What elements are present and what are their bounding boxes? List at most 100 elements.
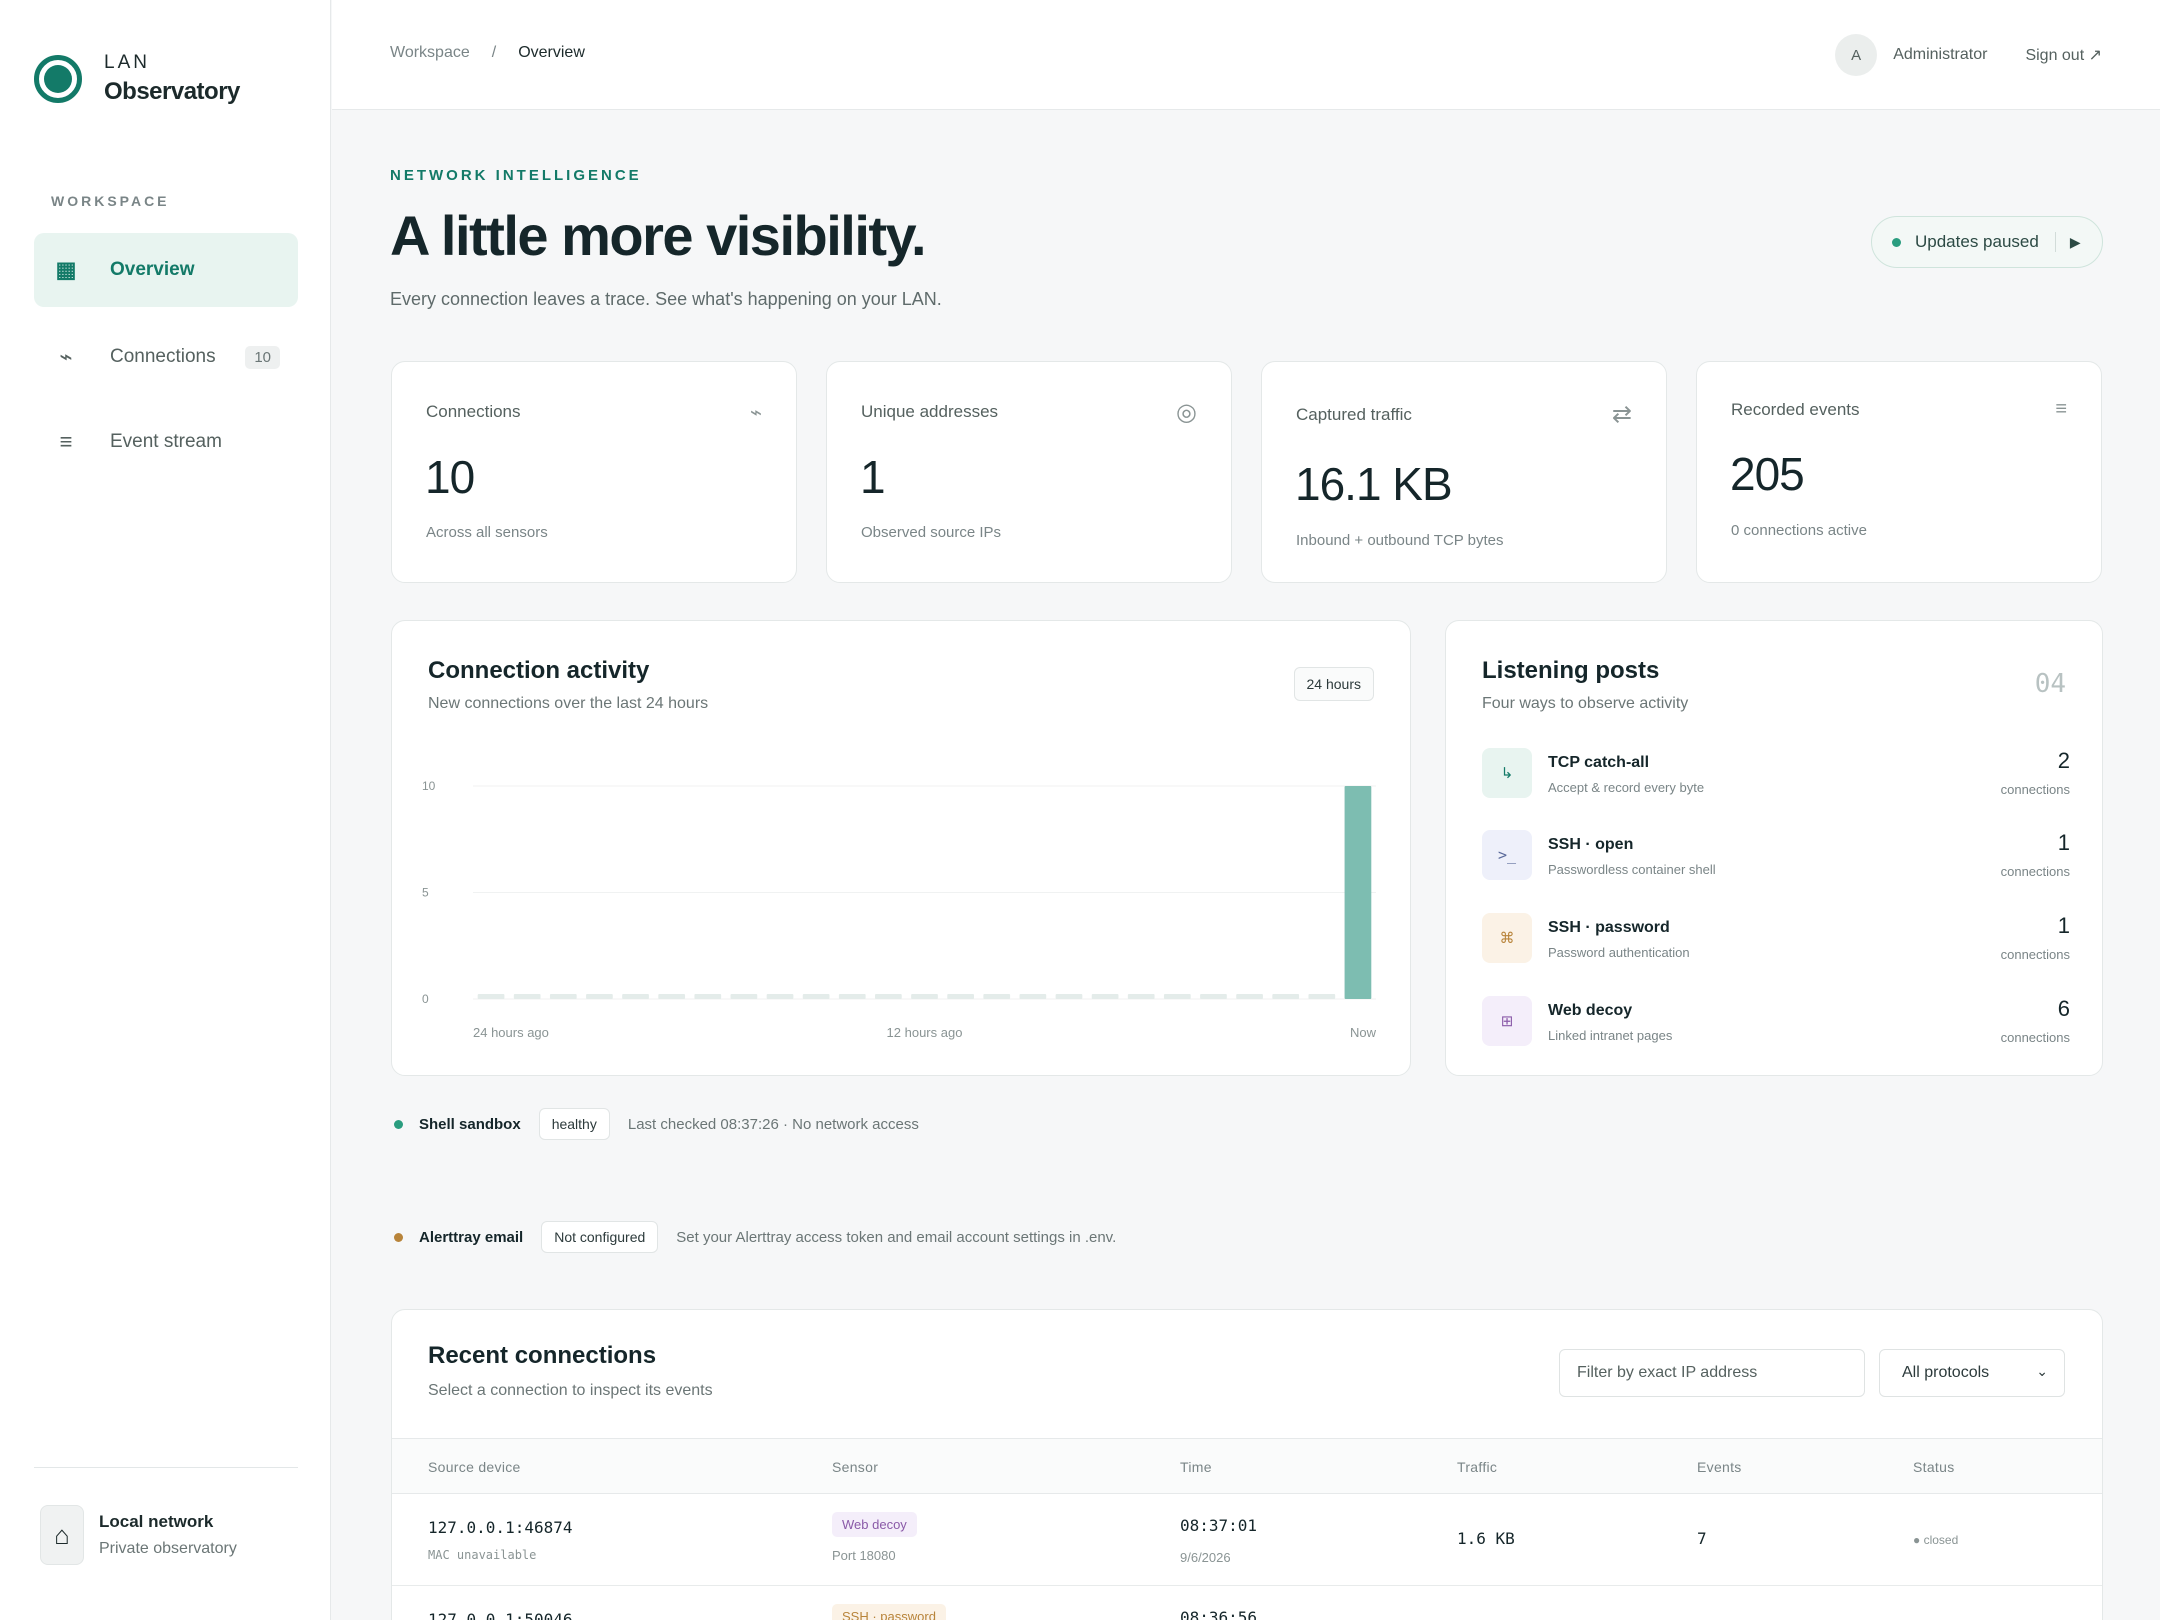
column-header-traffic[interactable]: Traffic: [1457, 1459, 1498, 1475]
avatar[interactable]: A: [1835, 34, 1878, 76]
stat-value: 10: [425, 451, 475, 503]
brand-top-text: LAN: [104, 52, 150, 73]
home-icon: ⌂: [40, 1505, 84, 1565]
column-header-source[interactable]: Source device: [428, 1459, 521, 1475]
sensor-tag: SSH · password: [832, 1604, 946, 1620]
y-tick-label: 5: [422, 886, 429, 900]
grid-square-icon: ⊞: [1482, 996, 1532, 1046]
listening-posts-panel: Listening posts Four ways to observe act…: [1445, 620, 2103, 1076]
stat-label: Connections: [426, 402, 521, 421]
table-row[interactable]: 127.0.0.1:50046 SSH · password 08:36:56: [392, 1586, 2102, 1620]
column-header-sensor[interactable]: Sensor: [832, 1459, 879, 1475]
brand[interactable]: LAN Observatory: [34, 52, 240, 106]
x-tick-label: Now: [1350, 1025, 1377, 1040]
breadcrumb-separator: /: [491, 44, 497, 61]
column-header-events[interactable]: Events: [1697, 1459, 1742, 1475]
sidebar-item-event-stream[interactable]: ≡ Event stream: [34, 405, 298, 479]
bar: [1308, 994, 1336, 999]
status-name: Alerttray email: [419, 1228, 524, 1246]
bar: [730, 994, 758, 999]
shell-sandbox-status: Shell sandbox healthy Last checked 08:37…: [394, 1108, 919, 1140]
transfer-arrows-icon: ⇄: [1611, 401, 1632, 428]
sidebar: LAN Observatory WORKSPACE ▦ Overview ⌁ C…: [0, 0, 331, 1620]
post-ssh-open[interactable]: >_ SSH · open Passwordless container she…: [1482, 830, 2070, 882]
stat-label: Captured traffic: [1296, 405, 1412, 424]
sensor-port: Port 18080: [832, 1548, 896, 1563]
panel-subtitle: Four ways to observe activity: [1482, 695, 1689, 712]
sensor-tag: Web decoy: [832, 1512, 917, 1537]
column-header-status[interactable]: Status: [1913, 1459, 1955, 1475]
bar: [1272, 994, 1300, 999]
play-icon[interactable]: ▶: [2069, 233, 2081, 250]
connection-time: 08:37:01: [1180, 1516, 1258, 1535]
bar: [1091, 994, 1119, 999]
sidebar-item-connections[interactable]: ⌁ Connections 10: [34, 320, 298, 394]
bar: [766, 994, 794, 999]
bar: [622, 994, 649, 999]
source-address: 127.0.0.1:46874: [428, 1518, 573, 1537]
sidebar-divider: [34, 1467, 298, 1468]
bar: [1019, 994, 1047, 999]
post-name: Web decoy: [1548, 1002, 1633, 1019]
column-header-time[interactable]: Time: [1180, 1459, 1212, 1475]
bar: [911, 994, 938, 999]
updates-status-label: Updates paused: [1915, 232, 2039, 251]
post-name: TCP catch-all: [1548, 754, 1650, 771]
post-count-unit: connections: [2000, 782, 2070, 797]
bar: [802, 994, 830, 999]
status-message: Set your Alerttray access token and emai…: [676, 1228, 1117, 1246]
user-name: Administrator: [1893, 46, 1988, 63]
stat-value: 1: [860, 451, 886, 503]
terminal-icon: >_: [1482, 830, 1532, 880]
zigzag-icon: ⌁: [59, 344, 73, 369]
bar: [586, 994, 613, 999]
post-tcp-catch-all[interactable]: ↳ TCP catch-all Accept & record every by…: [1482, 748, 2070, 800]
bar: [947, 994, 974, 999]
bar: [1163, 994, 1191, 999]
post-count: 1: [2057, 913, 2070, 938]
post-description: Passwordless container shell: [1548, 862, 1716, 877]
post-count-unit: connections: [2000, 947, 2070, 962]
sidebar-item-overview[interactable]: ▦ Overview: [34, 233, 298, 307]
list-icon: ≡: [59, 429, 73, 454]
x-tick-label: 24 hours ago: [473, 1025, 549, 1040]
network-title: Local network: [99, 1512, 214, 1531]
panel-title: Connection activity: [428, 657, 650, 684]
post-count-unit: connections: [2000, 864, 2070, 879]
breadcrumb-workspace[interactable]: Workspace: [390, 44, 470, 61]
time-range-chip[interactable]: 24 hours: [1293, 667, 1374, 701]
sign-out-link[interactable]: Sign out ↗: [2025, 47, 2102, 64]
table-row[interactable]: 127.0.0.1:46874 MAC unavailable Web deco…: [392, 1494, 2102, 1586]
connection-time: 08:36:56: [1180, 1608, 1258, 1620]
grid-icon: ▦: [55, 257, 77, 282]
post-count: 1: [2057, 830, 2070, 855]
post-ssh-password[interactable]: ⌘ SSH · password Password authentication…: [1482, 913, 2070, 965]
status-badge: Not configured: [541, 1221, 659, 1253]
stat-value: 16.1 KB: [1295, 458, 1453, 510]
brand-logo-icon: [34, 55, 82, 103]
status-dot: [394, 1119, 403, 1129]
sidebar-item-label: Event stream: [110, 431, 222, 452]
table-header: Source device Sensor Time Traffic Events…: [392, 1438, 2102, 1494]
status-name: Shell sandbox: [419, 1115, 521, 1133]
bar: [477, 994, 505, 999]
page-title: A little more visibility.: [390, 204, 927, 267]
network-subtitle: Private observatory: [99, 1540, 237, 1557]
updates-toggle[interactable]: Updates paused ▶: [1871, 216, 2103, 268]
bar: [549, 994, 577, 999]
sidebar-item-label: Overview: [110, 259, 195, 280]
post-web-decoy[interactable]: ⊞ Web decoy Linked intranet pages 6 conn…: [1482, 996, 2070, 1048]
post-description: Linked intranet pages: [1548, 1028, 1673, 1043]
post-name: SSH · open: [1548, 836, 1634, 853]
stat-note: Observed source IPs: [861, 524, 1002, 541]
bar: [838, 994, 866, 999]
y-tick-label: 10: [422, 779, 436, 793]
stat-value: 205: [1730, 448, 1805, 500]
protocol-select[interactable]: All protocols ⌄: [1879, 1349, 2065, 1397]
stat-label: Recorded events: [1731, 400, 1860, 419]
arrow-return-icon: ↳: [1482, 748, 1532, 798]
stat-note: 0 connections active: [1731, 522, 1867, 539]
ip-filter-input[interactable]: [1559, 1349, 1865, 1397]
post-description: Accept & record every byte: [1548, 780, 1705, 795]
stat-note: Across all sensors: [426, 524, 548, 541]
